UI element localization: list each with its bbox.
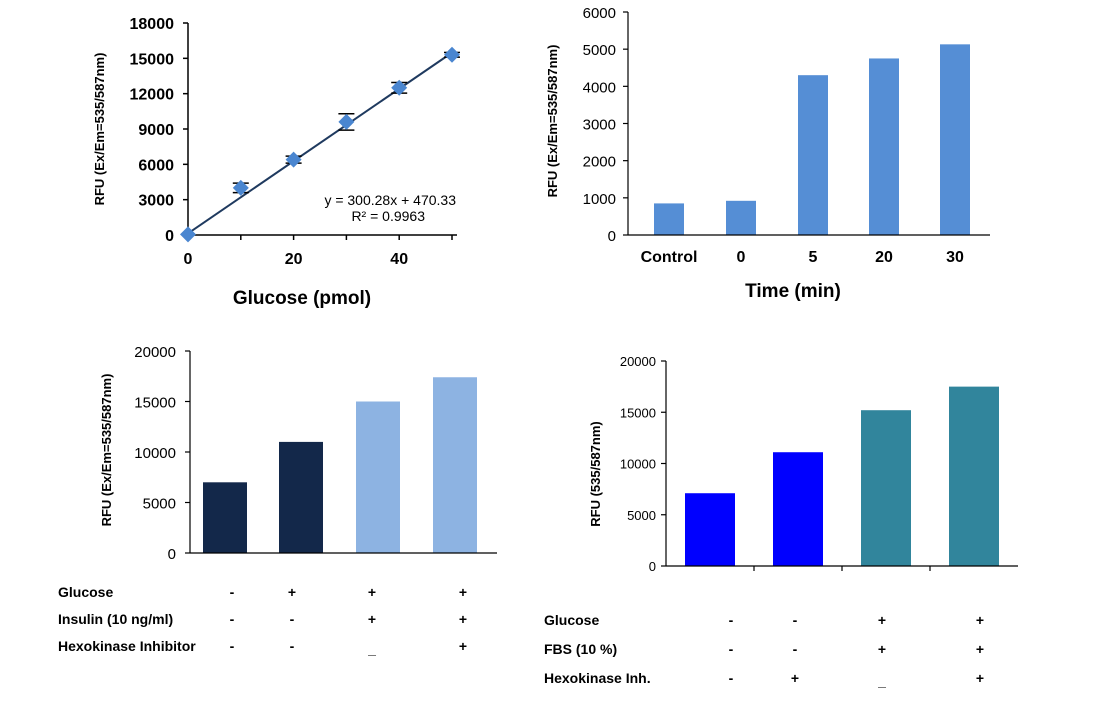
chart-1-data-point xyxy=(180,226,196,243)
chart-4-y-axis-title: RFU (535/587nm) xyxy=(588,421,603,526)
chart-3-bar xyxy=(433,377,477,553)
chart-4-y-tick-label: 15000 xyxy=(620,405,656,420)
chart-1-x-tick-label: 40 xyxy=(390,251,408,268)
chart-2-category-label: 0 xyxy=(737,249,746,266)
chart-4-condition-sign: + xyxy=(976,641,984,657)
chart-2-y-tick-label: 1000 xyxy=(583,191,616,208)
chart-1-y-axis-title: RFU (Ex/Em=535/587nm) xyxy=(92,53,107,206)
chart-3-condition-sign: + xyxy=(368,584,376,600)
chart-3-condition-label: Hexokinase Inhibitor xyxy=(58,638,196,654)
chart-3-condition-sign: + xyxy=(288,584,296,600)
chart-3-condition-sign: + xyxy=(459,611,467,627)
chart-2-y-tick-label: 4000 xyxy=(583,79,616,96)
chart-2-y-tick-label: 2000 xyxy=(583,154,616,171)
chart-4-fbs-bars: 0 5000 10000 15000 20000 RFU (535/587nm) Gluco… xyxy=(544,354,1018,689)
chart-2-y-tick-label: 5000 xyxy=(583,42,616,59)
chart-4-y-tick-label: 5000 xyxy=(627,508,656,523)
chart-3-condition-label: Glucose xyxy=(58,584,113,600)
chart-4-condition-label: FBS (10 %) xyxy=(544,641,617,657)
chart-1-r-squared: R² = 0.9963 xyxy=(351,208,425,224)
chart-1-y-tick-label: 15000 xyxy=(130,51,175,68)
chart-1-x-axis-title: Glucose (pmol) xyxy=(233,288,371,309)
chart-1-data-point xyxy=(232,179,249,196)
chart-4-condition-sign: + xyxy=(878,641,886,657)
chart-4-y-tick-label: 20000 xyxy=(620,354,656,369)
chart-4-condition-sign: + xyxy=(976,612,984,628)
chart-4-bar xyxy=(861,410,911,566)
chart-2-x-axis-title: Time (min) xyxy=(745,281,841,302)
chart-2-category-label: 5 xyxy=(809,249,818,266)
chart-3-condition-sign: + xyxy=(368,611,376,627)
chart-2-bar xyxy=(940,44,970,236)
chart-1-y-tick-label: 9000 xyxy=(138,122,174,139)
chart-1-y-tick-label: 3000 xyxy=(138,193,174,210)
chart-3-y-tick-label: 15000 xyxy=(134,395,176,412)
chart-4-condition-label: Hexokinase Inh. xyxy=(544,670,651,686)
chart-1-y-tick-label: 6000 xyxy=(138,157,174,174)
chart-3-condition-sign: - xyxy=(230,638,235,654)
chart-2-category-label: 20 xyxy=(875,249,893,266)
chart-2-category-label: 30 xyxy=(946,249,964,266)
chart-3-bar xyxy=(203,482,247,553)
chart-3-condition-sign: + xyxy=(459,584,467,600)
chart-4-condition-sign: - xyxy=(729,641,734,657)
chart-3-y-axis-title: RFU (Ex/Em=535/587nm) xyxy=(99,374,114,527)
chart-4-condition-sign: + xyxy=(791,670,799,686)
chart-3-bar xyxy=(356,401,400,553)
chart-3-y-tick-label: 10000 xyxy=(134,445,176,462)
chart-2-y-tick-label: 0 xyxy=(608,228,616,245)
chart-3-y-tick-label: 20000 xyxy=(134,344,176,361)
chart-3-bar xyxy=(279,441,323,553)
chart-3-condition-sign: - xyxy=(230,584,235,600)
chart-4-condition-sign: - xyxy=(793,612,798,628)
chart-1-y-tick-label: 12000 xyxy=(130,87,175,104)
chart-3-condition-sign: _ xyxy=(367,641,376,657)
chart-1-x-tick-label: 20 xyxy=(285,251,303,268)
chart-1-data-point xyxy=(285,151,302,168)
chart-1-standard-curve: 0 3000 6000 9000 12000 15000 18000 0 20 40 y = 300… xyxy=(92,16,460,309)
chart-4-condition-sign: _ xyxy=(877,673,886,689)
chart-1-data-point xyxy=(338,113,355,130)
chart-4-bar xyxy=(685,493,735,566)
chart-3-condition-sign: - xyxy=(290,638,295,654)
chart-2-category-label: Control xyxy=(641,249,698,266)
chart-2-y-axis-title: RFU (Ex/Em=535/587nm) xyxy=(545,45,560,198)
chart-4-y-tick-label: 0 xyxy=(649,559,656,574)
chart-4-y-tick-label: 10000 xyxy=(620,457,656,472)
chart-2-time-course: 0 1000 2000 3000 4000 5000 6000 Control 0 5 20 30 Ti… xyxy=(545,5,990,302)
chart-4-condition-label: Glucose xyxy=(544,612,599,628)
chart-1-data-point xyxy=(391,79,408,96)
chart-2-bar xyxy=(798,75,828,235)
chart-2-y-tick-label: 6000 xyxy=(583,5,616,22)
chart-2-bar xyxy=(869,58,899,236)
chart-1-y-tick-label: 0 xyxy=(165,228,174,245)
chart-1-y-tick-label: 18000 xyxy=(130,16,175,33)
chart-1-equation: y = 300.28x + 470.33 xyxy=(324,192,456,208)
chart-3-condition-sign: - xyxy=(290,611,295,627)
chart-1-x-tick-label: 0 xyxy=(184,251,193,268)
chart-4-condition-sign: + xyxy=(878,612,886,628)
chart-1-data-point xyxy=(444,46,460,63)
chart-2-bar xyxy=(726,200,756,235)
chart-4-bar xyxy=(949,386,999,566)
chart-3-condition-label: Insulin (10 ng/ml) xyxy=(58,611,173,627)
chart-2-y-tick-label: 3000 xyxy=(583,117,616,134)
chart-1-trendline xyxy=(187,51,453,235)
chart-4-condition-sign: + xyxy=(976,670,984,686)
chart-3-condition-sign: + xyxy=(459,638,467,654)
chart-2-bar xyxy=(654,203,684,235)
chart-3-condition-sign: - xyxy=(230,611,235,627)
chart-3-insulin-bars: 0 5000 10000 15000 20000 RFU (Ex/Em=535/587nm… xyxy=(58,344,497,657)
chart-4-bar xyxy=(773,452,823,566)
chart-3-y-tick-label: 0 xyxy=(168,546,176,563)
chart-4-condition-sign: - xyxy=(729,612,734,628)
chart-4-condition-sign: - xyxy=(729,670,734,686)
chart-4-condition-sign: - xyxy=(793,641,798,657)
chart-3-y-tick-label: 5000 xyxy=(143,496,176,513)
